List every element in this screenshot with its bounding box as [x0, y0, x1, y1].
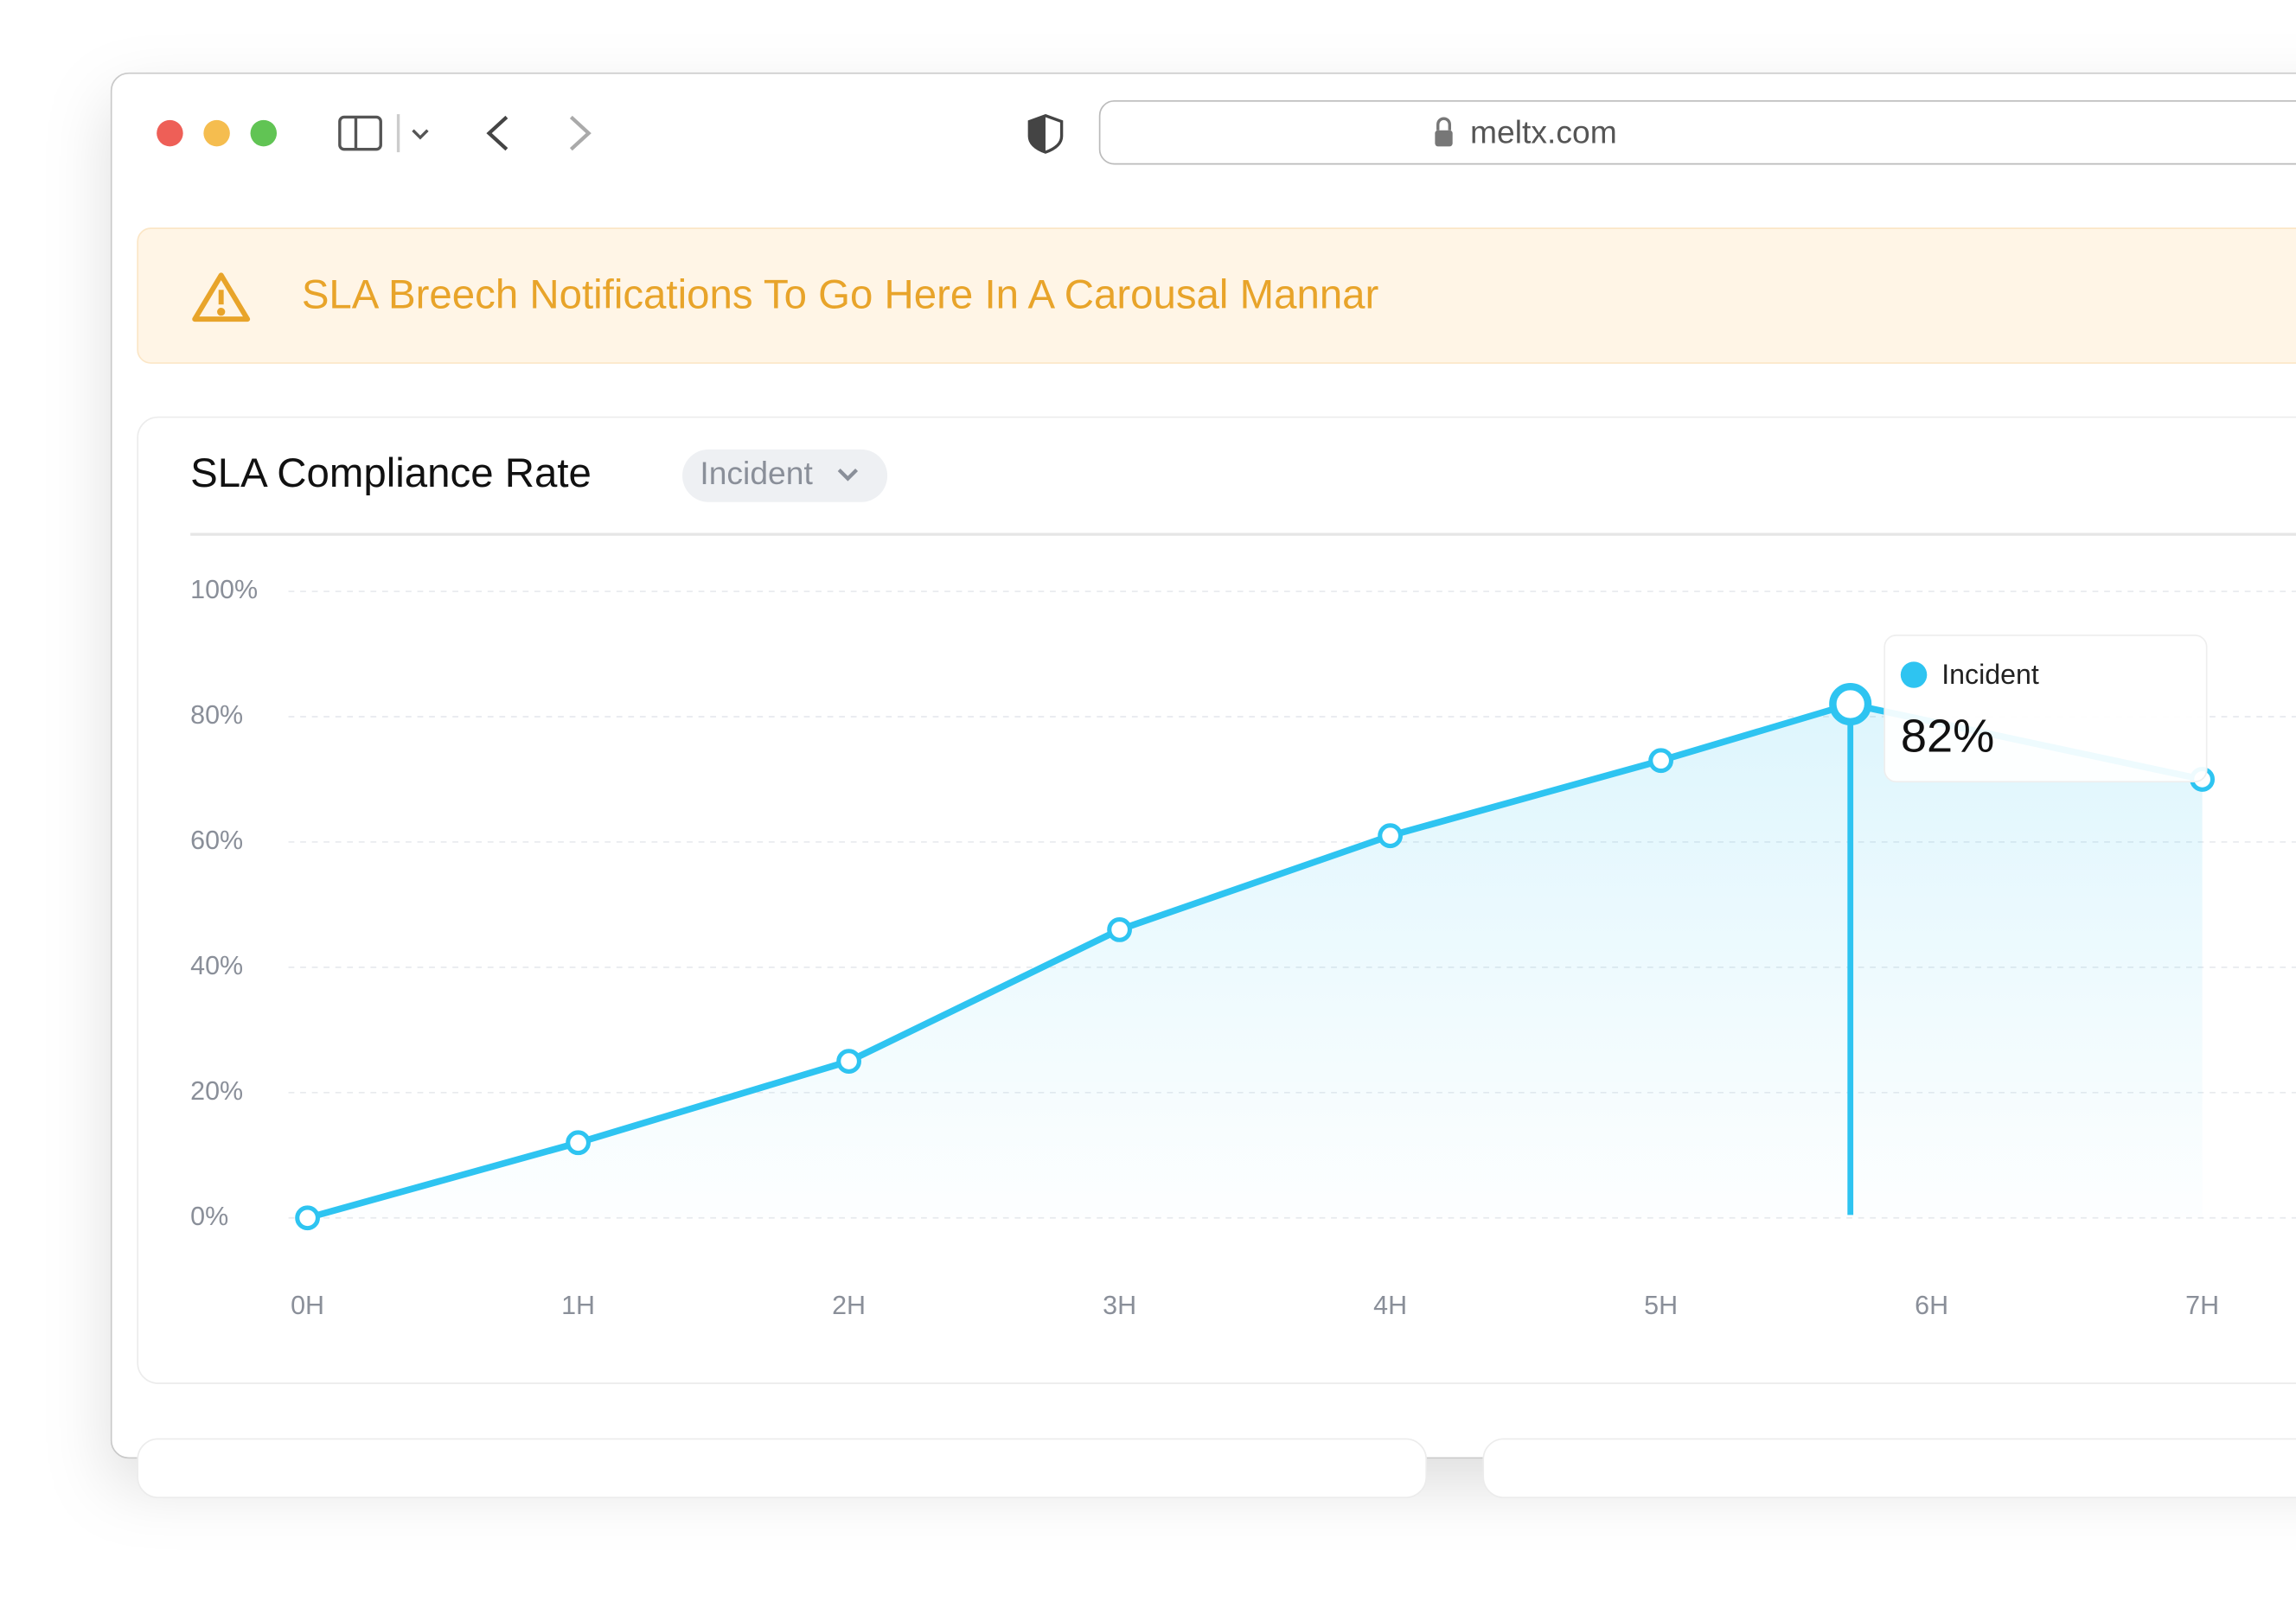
y-tick-label: 0% — [190, 1202, 228, 1231]
line — [306, 700, 2203, 1222]
x-tick-label: 3H — [1103, 1291, 1136, 1320]
tooltip-value: 82% — [1901, 710, 1994, 762]
alert-banner — [137, 227, 2296, 364]
close-button[interactable] — [157, 119, 183, 147]
sidebar-button[interactable] — [338, 114, 429, 153]
y-tick-label: 80% — [190, 700, 243, 730]
filter-dropdown[interactable] — [682, 449, 888, 502]
lock-icon — [1435, 130, 1453, 147]
y-tick-label: 100% — [190, 575, 258, 604]
plot-area: 0% 20% 40% 60% 80% 100% 0H 1H 2H 3H 4H 5H 6H 7H — [190, 575, 2296, 1320]
y-tick-label: 20% — [190, 1076, 243, 1106]
address-bar[interactable] — [1098, 99, 2296, 165]
point — [1648, 748, 1674, 774]
x-tick-label: 1H — [561, 1291, 595, 1320]
forward-button[interactable] — [569, 115, 592, 151]
card-title: SLA Compliance Rate — [190, 450, 592, 496]
tooltip: Incident 82% — [1883, 635, 2208, 783]
next-card — [137, 1438, 1428, 1499]
filter-label: Incident — [700, 455, 813, 491]
x-tick-label: 2H — [832, 1291, 866, 1320]
point — [1378, 823, 1403, 849]
point — [1829, 682, 1872, 726]
x-tick-label: 0H — [291, 1291, 324, 1320]
back-button[interactable] — [486, 115, 508, 151]
y-tick-label: 60% — [190, 826, 243, 855]
alert-text: SLA Breech Notifications To Go Here In A… — [302, 271, 1379, 317]
tooltip-series: Incident — [1941, 659, 2039, 690]
point — [295, 1205, 320, 1231]
minimize-button[interactable] — [203, 119, 230, 147]
zoom-button[interactable] — [250, 119, 278, 147]
point — [836, 1049, 861, 1074]
x-tick-label: 6H — [1915, 1291, 1948, 1320]
x-tick-label: 4H — [1373, 1291, 1407, 1320]
next-card — [1482, 1438, 2296, 1499]
x-tick-label: 5H — [1644, 1291, 1678, 1320]
x-tick-label: 7H — [2185, 1291, 2219, 1320]
url: meltx.com — [1470, 114, 1617, 150]
area — [307, 704, 2203, 1218]
point — [566, 1130, 591, 1156]
point — [1107, 917, 1132, 942]
y-tick-label: 40% — [190, 951, 243, 980]
warning-icon — [192, 272, 251, 322]
